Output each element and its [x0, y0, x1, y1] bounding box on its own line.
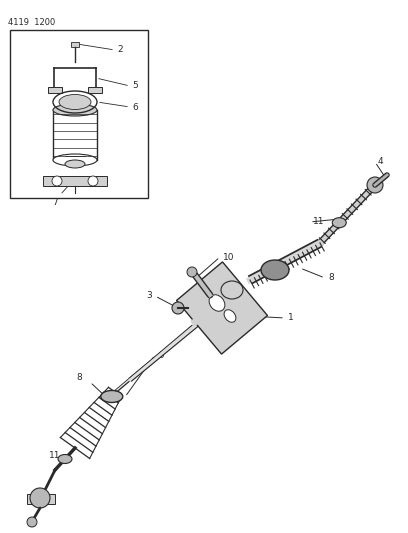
Circle shape	[30, 488, 50, 508]
Text: 6: 6	[132, 102, 138, 111]
Text: 4119  1200: 4119 1200	[8, 18, 55, 27]
Ellipse shape	[101, 391, 123, 402]
Bar	[71, 42, 79, 47]
Text: 9: 9	[158, 351, 164, 359]
Ellipse shape	[53, 104, 97, 116]
Text: 5: 5	[132, 82, 138, 91]
Text: 4: 4	[378, 157, 384, 166]
Ellipse shape	[261, 260, 289, 280]
Circle shape	[52, 176, 62, 186]
Circle shape	[27, 517, 37, 527]
Circle shape	[88, 176, 98, 186]
Text: 8: 8	[328, 273, 334, 282]
Ellipse shape	[332, 217, 346, 228]
Text: 2: 2	[117, 45, 123, 54]
Ellipse shape	[59, 94, 91, 109]
Bar	[10, 30, 148, 198]
Ellipse shape	[53, 154, 97, 166]
Bar	[43, 176, 107, 186]
Polygon shape	[177, 262, 268, 354]
Text: 8: 8	[76, 374, 82, 383]
Circle shape	[172, 302, 184, 314]
Text: 11: 11	[49, 450, 60, 459]
Text: 11: 11	[313, 217, 324, 227]
Ellipse shape	[221, 281, 243, 299]
Bar	[27, 494, 55, 504]
Ellipse shape	[65, 160, 85, 168]
Circle shape	[367, 177, 383, 193]
Text: 7: 7	[52, 198, 58, 207]
Bar	[88, 87, 102, 93]
Ellipse shape	[58, 455, 72, 464]
Ellipse shape	[224, 310, 236, 322]
Circle shape	[187, 267, 197, 277]
Text: 10: 10	[223, 253, 235, 262]
Text: 1: 1	[288, 313, 294, 322]
Text: 3: 3	[146, 292, 152, 301]
Bar	[48, 87, 62, 93]
Ellipse shape	[209, 295, 225, 311]
